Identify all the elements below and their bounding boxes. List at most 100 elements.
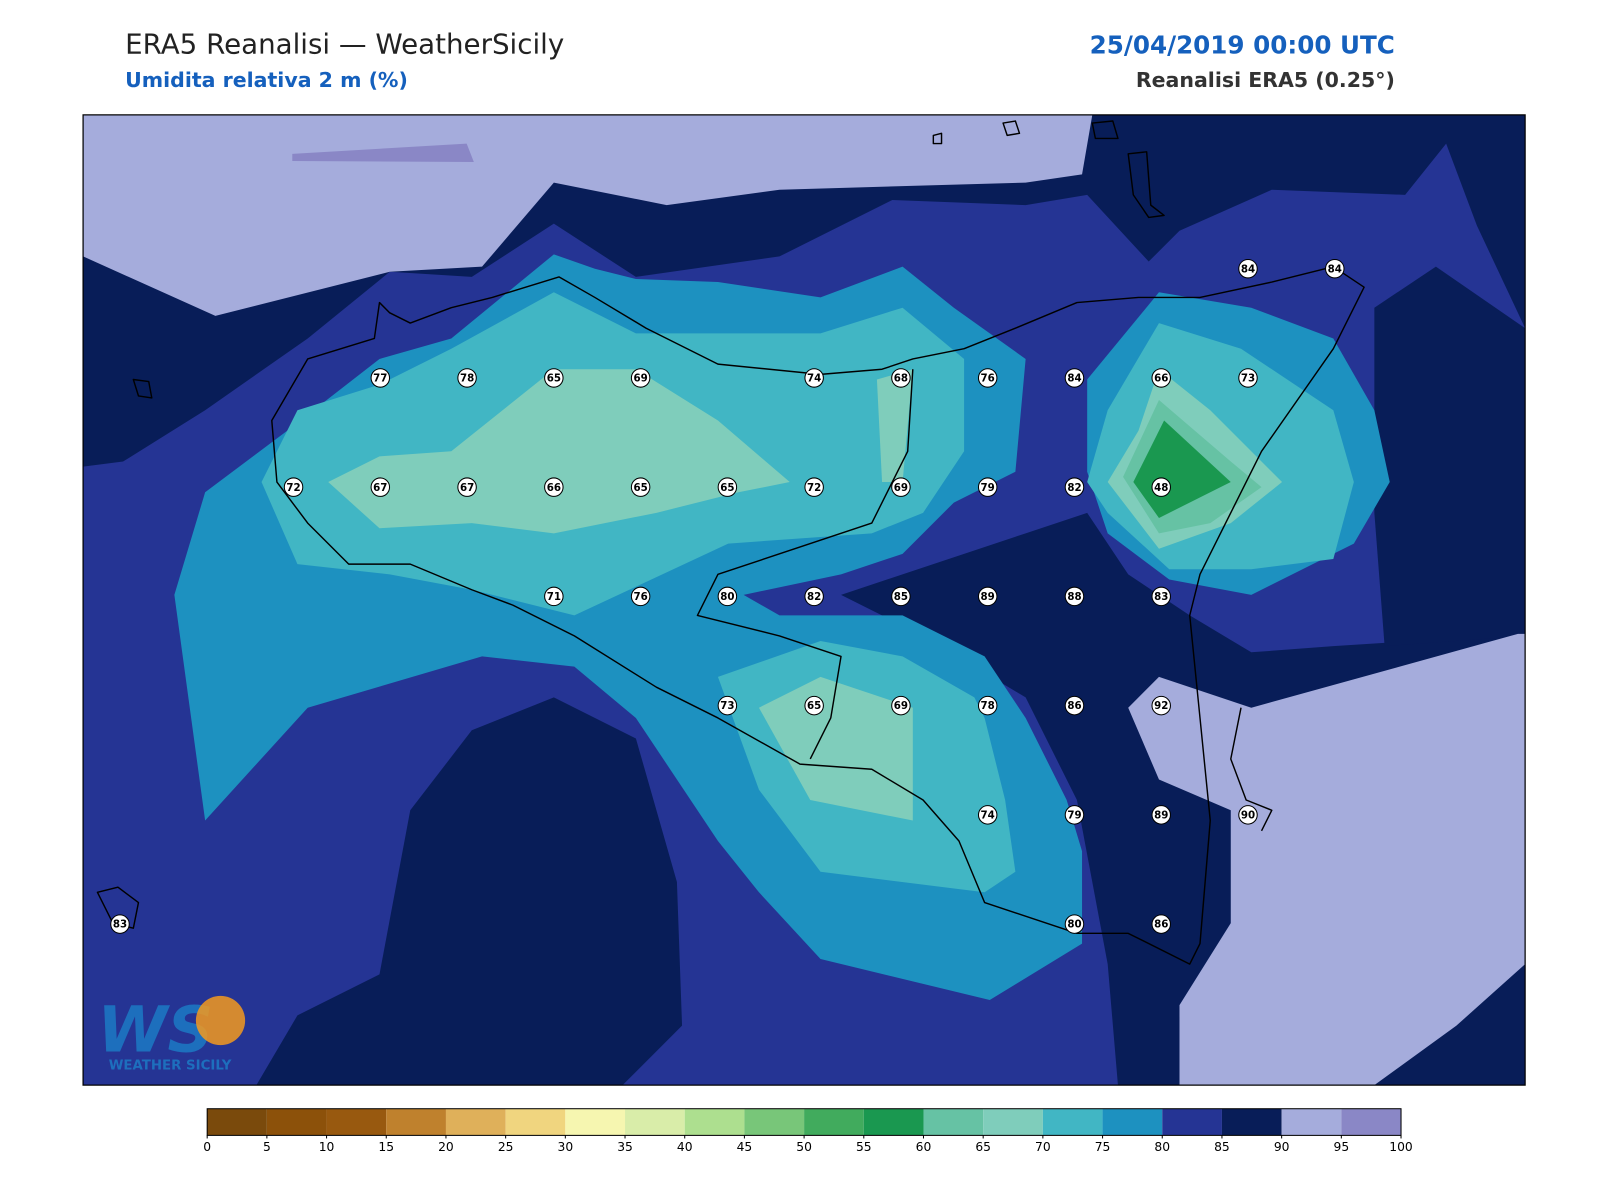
station-value: 74 <box>807 373 821 385</box>
station-marker <box>457 477 477 497</box>
colorbar-box <box>207 1108 267 1136</box>
station-value: 76 <box>633 591 647 603</box>
station-value: 84 <box>1328 263 1342 275</box>
station-value: 88 <box>1067 591 1081 603</box>
station-value: 79 <box>1067 809 1081 821</box>
colorbar-tick-label: 85 <box>1214 1140 1230 1154</box>
station-value: 72 <box>286 482 300 494</box>
station-marker <box>370 368 391 388</box>
source: Reanalisi ERA5 (0.25°) <box>1136 68 1395 92</box>
station-marker <box>977 368 998 388</box>
colorbar-tick-label: 25 <box>498 1140 514 1154</box>
colorbar-tick-label: 35 <box>617 1140 633 1154</box>
colorbar-tick-label: 30 <box>558 1140 574 1154</box>
station-value: 73 <box>1241 373 1255 385</box>
station-value: 84 <box>1067 373 1081 385</box>
colorbar-tick-label: 80 <box>1154 1140 1170 1154</box>
colorbar-tick-label: 75 <box>1095 1140 1111 1154</box>
colorbar-box <box>684 1108 745 1136</box>
station-marker <box>1238 368 1258 388</box>
station-value: 67 <box>373 482 387 494</box>
colorbar-box <box>1042 1108 1103 1136</box>
station-marker <box>977 586 998 607</box>
colorbar-box <box>804 1108 864 1136</box>
station-marker <box>1064 477 1085 497</box>
station-value: 90 <box>1241 809 1255 821</box>
station-value: 66 <box>547 482 561 494</box>
colorbar-box <box>744 1108 805 1136</box>
station-marker <box>1064 368 1085 388</box>
station-value: 79 <box>981 482 995 494</box>
colorbar-tick-label: 0 <box>203 1140 211 1154</box>
stations: 84 84 77 78 65 69 74 68 76 84 66 73 72 67 67 66 65 65 72 69… <box>110 258 1345 934</box>
station-value: 66 <box>1154 373 1168 385</box>
colorbar-tick-label: 55 <box>856 1140 872 1154</box>
station-value: 73 <box>720 700 734 712</box>
colorbar-tick-label: 20 <box>438 1140 454 1154</box>
contour-95-100 <box>292 143 474 163</box>
contour-90-95 <box>83 114 1526 1086</box>
station-marker <box>630 586 651 607</box>
colorbar-box <box>923 1108 984 1136</box>
colorbar-box <box>863 1108 924 1136</box>
station-value: 89 <box>1154 809 1168 821</box>
station-marker <box>1151 805 1171 825</box>
colorbar-tick-label: 50 <box>796 1140 812 1154</box>
station-marker <box>977 695 998 716</box>
station-marker <box>544 586 564 607</box>
colorbar-tick-label: 65 <box>975 1140 991 1154</box>
station-value: 82 <box>807 591 821 603</box>
colorbar-tick-label: 5 <box>263 1140 271 1154</box>
station-value: 65 <box>720 482 734 494</box>
station-marker <box>891 368 911 388</box>
station-marker <box>804 477 824 497</box>
colorbar-box <box>565 1108 626 1136</box>
colorbar-tick-label: 60 <box>916 1140 932 1154</box>
station-value: 83 <box>1154 591 1168 603</box>
station-marker <box>283 477 304 497</box>
colorbar-box <box>1162 1108 1222 1136</box>
station-marker <box>1151 477 1171 497</box>
station-value: 85 <box>894 591 908 603</box>
station-value: 78 <box>981 700 995 712</box>
colorbar: 0 5 10 15 20 25 30 35 40 45 50 55 60 65 70 75 80 85 90 95 10… <box>203 1108 1413 1154</box>
station-marker <box>1151 586 1171 607</box>
colorbar-tick-label: 45 <box>737 1140 753 1154</box>
station-marker <box>804 586 824 607</box>
station-value: 69 <box>633 373 647 385</box>
station-value: 77 <box>373 373 387 385</box>
station-marker <box>1064 695 1085 716</box>
station-value: 67 <box>460 482 474 494</box>
station-marker <box>804 368 824 388</box>
colorbar-tick-label: 70 <box>1035 1140 1051 1154</box>
station-marker <box>110 914 130 934</box>
logo-sun <box>195 995 246 1046</box>
station-marker <box>630 368 651 388</box>
station-marker <box>804 695 824 716</box>
station-value: 92 <box>1154 700 1168 712</box>
station-value: 80 <box>720 591 734 603</box>
station-value: 71 <box>547 591 561 603</box>
station-marker <box>1151 695 1171 716</box>
colorbar-tick-label: 100 <box>1389 1140 1412 1154</box>
coastline <box>96 120 1365 965</box>
colorbar-box <box>1221 1108 1282 1136</box>
station-marker <box>717 586 738 607</box>
colorbar-box <box>1341 1108 1402 1136</box>
station-marker <box>977 805 998 825</box>
station-marker <box>717 695 738 716</box>
logo-text: WEATHER SICILY <box>109 1059 232 1074</box>
colorbar-tick-label: 95 <box>1334 1140 1350 1154</box>
colorbar-box <box>1102 1108 1163 1136</box>
station-value: 69 <box>894 700 908 712</box>
title: ERA5 Reanalisi — WeatherSicily <box>125 27 564 60</box>
station-value: 86 <box>1067 700 1081 712</box>
station-value: 69 <box>894 482 908 494</box>
station-marker <box>891 695 911 716</box>
station-marker <box>544 477 564 497</box>
colorbar-tick-label: 15 <box>378 1140 394 1154</box>
station-marker <box>370 477 391 497</box>
station-value: 65 <box>547 373 561 385</box>
